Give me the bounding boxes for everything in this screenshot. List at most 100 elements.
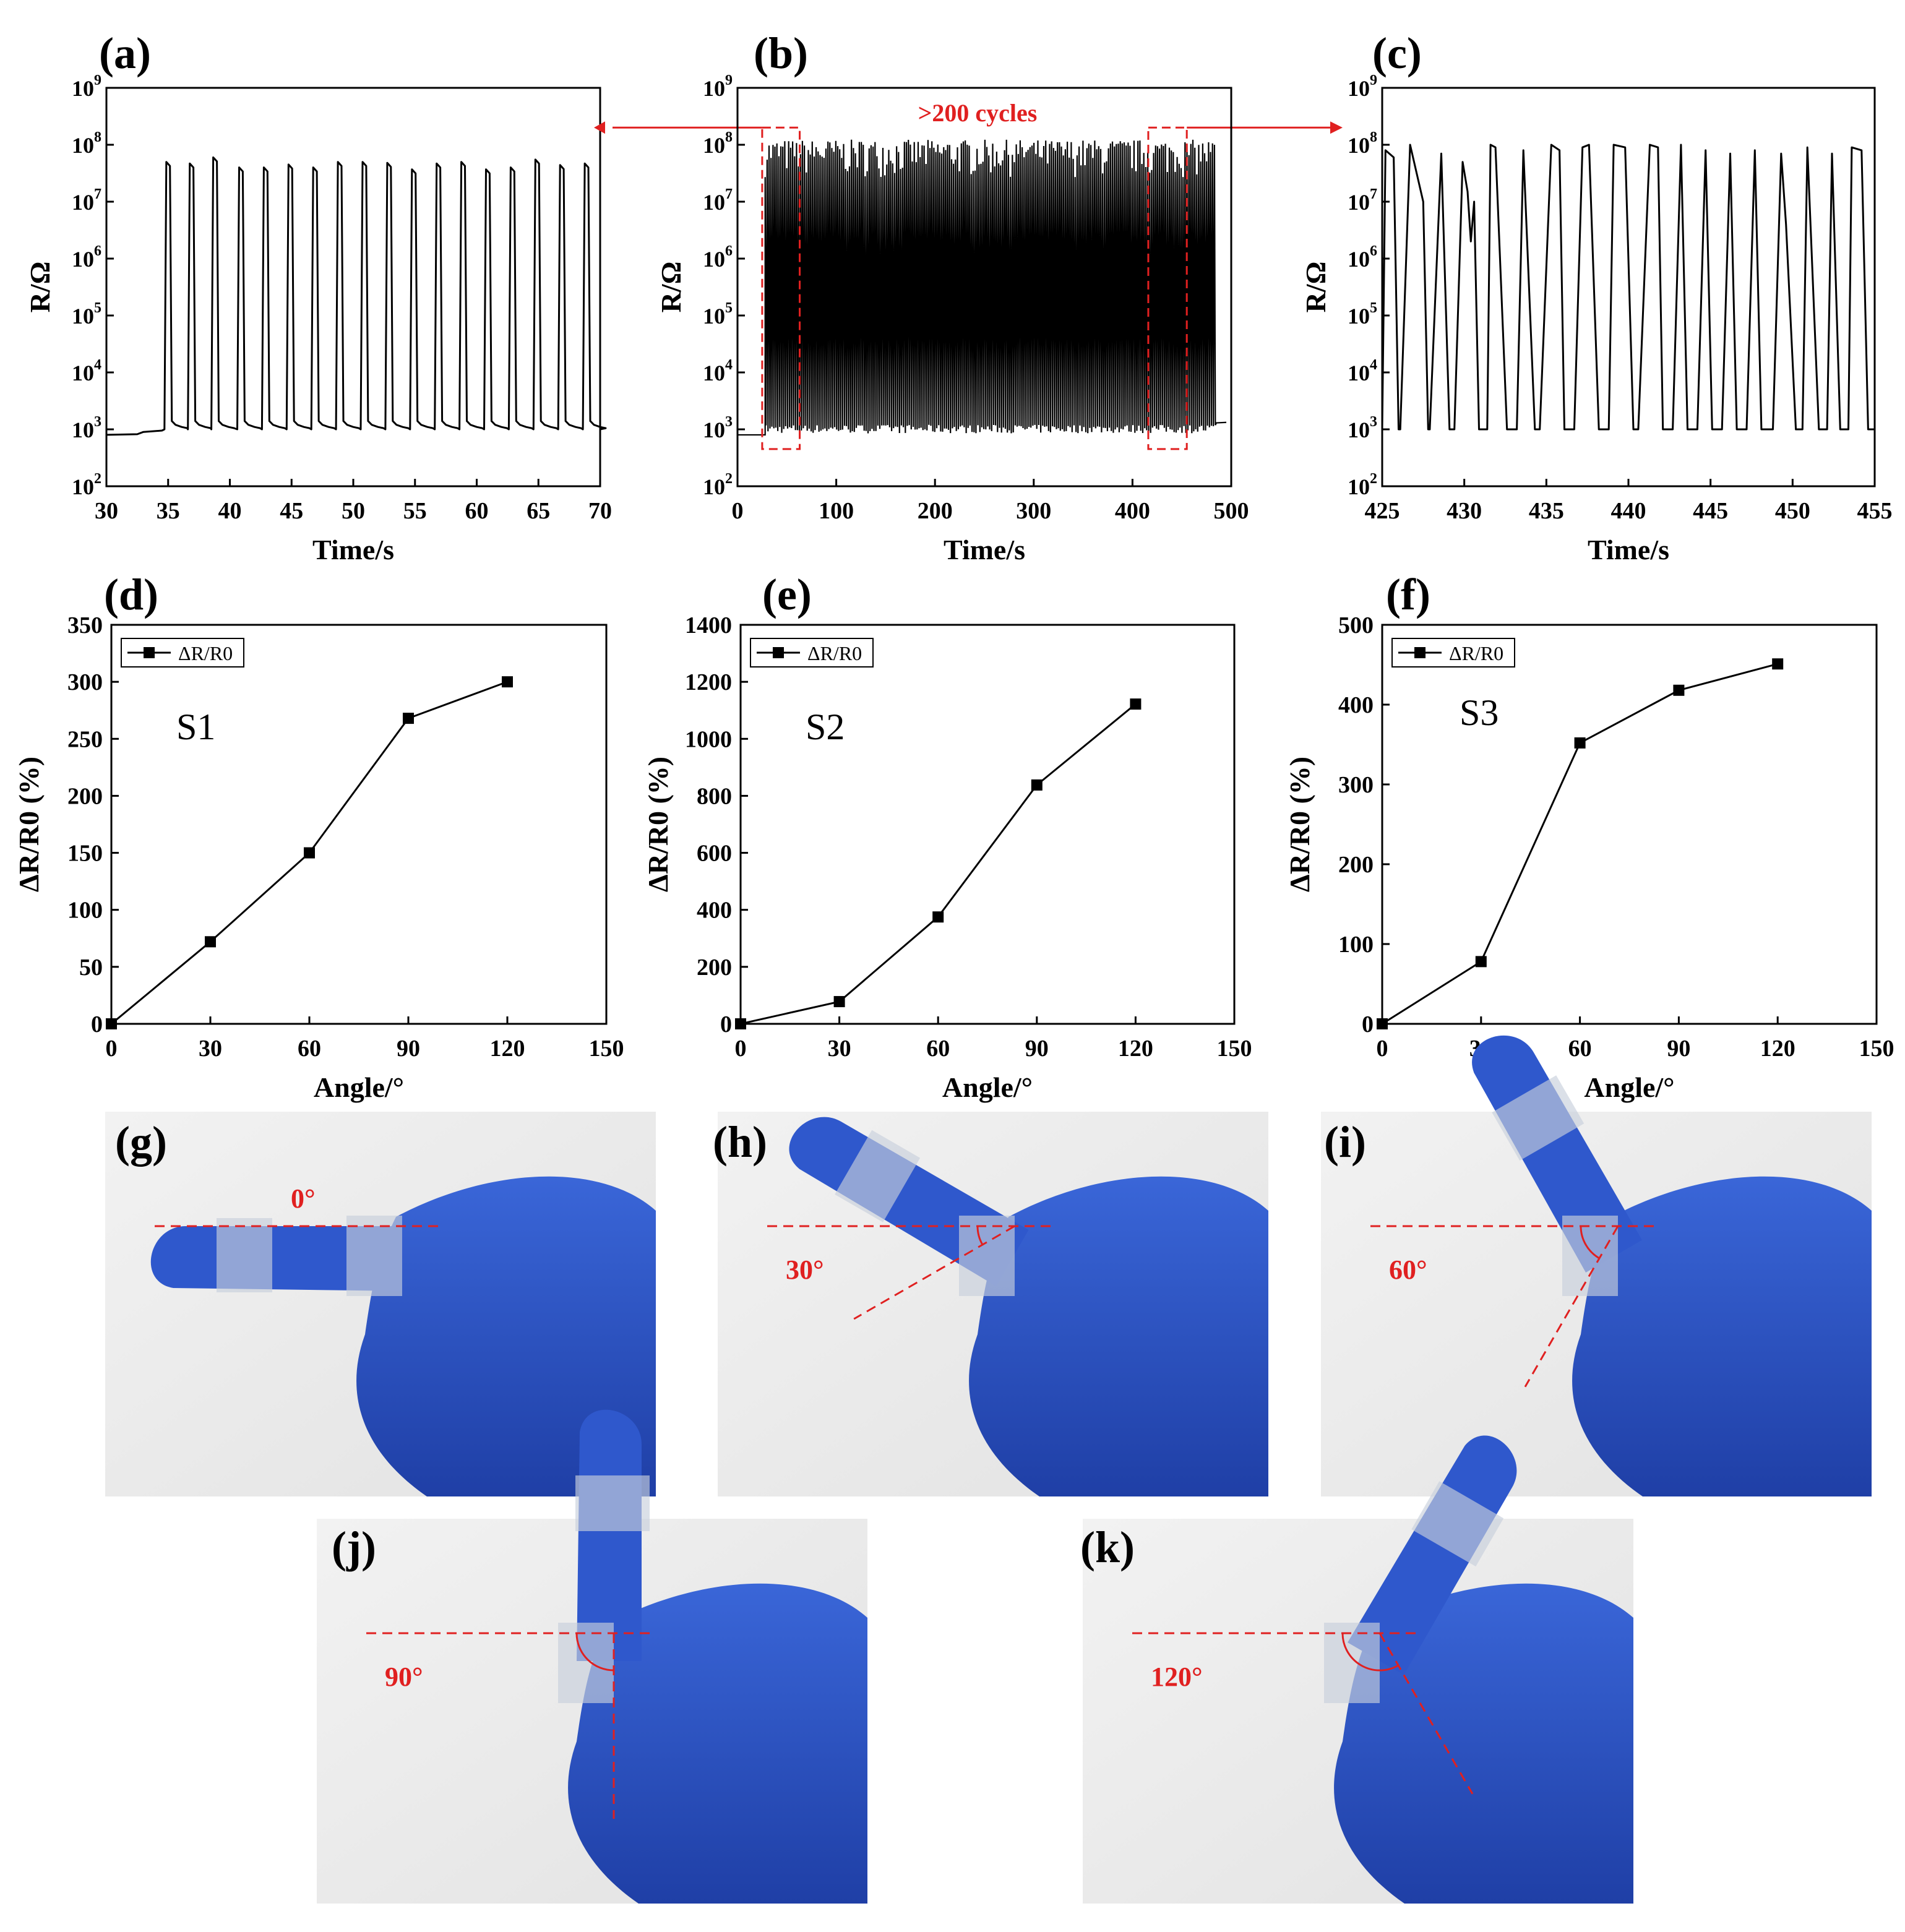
x-tick-label: 35 [157,498,180,524]
x-tick-label: 440 [1611,498,1646,524]
y-tick-label: 105 [1348,300,1377,328]
legend-marker [144,647,155,658]
legend-label: ΔR/R0 [807,642,862,664]
charts-layer: 30 35 40 45 50 55 60 65 701021031041051061071081… [13,72,1894,1103]
plot-frame [1381,624,1878,1025]
tape-sensor [959,1216,1015,1296]
x-tick-label: 450 [1775,498,1810,524]
chart-a: 30 35 40 45 50 55 60 65 70 102 103 104 105 106 107 108 1… [24,72,612,565]
x-tick-label: 150 [1859,1036,1894,1062]
tape-sensor [558,1623,614,1703]
tape-sensor [1562,1216,1618,1296]
panel-label-i: (i) [1324,1117,1366,1167]
tape-sensor [346,1216,402,1296]
data-point [502,676,513,688]
y-tick-label: 104 [1348,357,1377,385]
y-tick-label: 104 [703,357,733,385]
finger [150,1218,403,1292]
x-axis-label: Time/s [1588,534,1669,565]
y-tick-label: 103 [72,414,101,442]
panel-label-a: (a) [99,28,151,78]
y-tick-label: 105 [703,300,733,328]
y-tick-label: 109 [703,72,733,101]
x-tick-label: 435 [1529,498,1564,524]
panel-labels-layer: (a) (b) (c) (d) (e) (f) (g) (h) (i) (j) (k) [99,28,1430,1572]
angle-label: 90° [385,1662,423,1692]
y-tick-label: 300 [1338,772,1374,798]
bend-line [853,1225,1015,1320]
angle-arc [1341,1633,1399,1672]
x-tick-label: 150 [1217,1036,1252,1062]
y-axis-label: R/Ω [24,262,56,313]
x-axis-label: Angle/° [942,1071,1033,1103]
y-tick-label: 106 [1348,243,1377,272]
angle-arc [575,1633,614,1672]
x-tick-label: 150 [589,1036,624,1062]
x-tick-label: 200 [918,498,953,524]
x-tick-label: 55 [403,498,427,524]
photo-j: 90° [317,1409,867,1904]
bend-line [1378,1633,1474,1795]
x-tick-label: 70 [588,498,612,524]
sample-annotation: S1 [176,706,215,747]
y-tick-label: 400 [1338,692,1374,718]
x-tick-label: 0 [106,1036,118,1062]
data-point [1772,658,1784,670]
tape-sensor [575,1475,650,1531]
x-tick-label: 60 [926,1036,950,1062]
legend-marker [773,647,784,658]
finger [1348,1435,1517,1675]
bend-line [1524,1226,1619,1388]
y-tick-label: 108 [703,129,733,158]
panel-label-j: (j) [332,1522,376,1572]
y-tick-label: 103 [703,414,733,442]
y-tick-label: 800 [697,783,732,809]
glove-hand [568,1583,867,1904]
x-tick-label: 90 [1667,1036,1690,1062]
plot-frame [110,624,608,1025]
y-tick-label: 105 [72,300,101,328]
glove-hand [356,1176,656,1496]
panel-label-h: (h) [713,1117,767,1167]
y-axis-label: R/Ω [655,262,687,313]
finger-shape [1472,1036,1642,1273]
angle-arc [1580,1226,1600,1260]
highlight-window [761,126,801,450]
finger-shape [150,1226,403,1291]
plot-frame [736,87,1232,487]
panel-label-e: (e) [762,570,812,619]
x-tick-label: 0 [732,498,744,524]
data-point [1130,698,1142,710]
finger [575,1409,650,1661]
panel-label-g: (g) [115,1117,167,1167]
x-tick-label: 90 [397,1036,420,1062]
y-tick-label: 250 [67,726,103,752]
chart-c: 425 430 435 440 445 450 455 102 103 104 105 106 107 1… [1300,72,1893,565]
sample-annotation: S2 [806,706,845,747]
y-tick-label: 109 [72,72,101,101]
series-line [740,703,1137,1025]
y-tick-label: 109 [1348,72,1377,101]
x-tick-label: 65 [527,498,550,524]
y-tick-label: 107 [72,186,101,215]
x-tick-label: 0 [735,1036,747,1062]
x-tick-label: 50 [342,498,365,524]
x-tick-label: 455 [1857,498,1893,524]
legend-marker [1414,647,1426,658]
series-line [106,156,607,436]
y-tick-label: 103 [1348,414,1377,442]
y-tick-label: 200 [67,783,103,809]
y-tick-label: 200 [697,955,732,981]
legend-box [121,638,244,668]
x-tick-label: 120 [490,1036,525,1062]
finger-shape [1348,1435,1517,1675]
chart-b: >200 cycles 0 100 200 300 400 500 102 103 104 105 1… [594,72,1343,565]
y-tick-label: 400 [697,898,732,924]
x-tick-label: 45 [280,498,303,524]
chart-e: ΔR/R0 S2 0 30 60 90 120 150 0 200 400 600 800 1000 120… [642,612,1252,1103]
y-tick-label: 50 [79,955,103,981]
arrow-right-head [1330,121,1343,134]
photo-h: 30° [718,1112,1268,1496]
data-point [932,911,944,923]
